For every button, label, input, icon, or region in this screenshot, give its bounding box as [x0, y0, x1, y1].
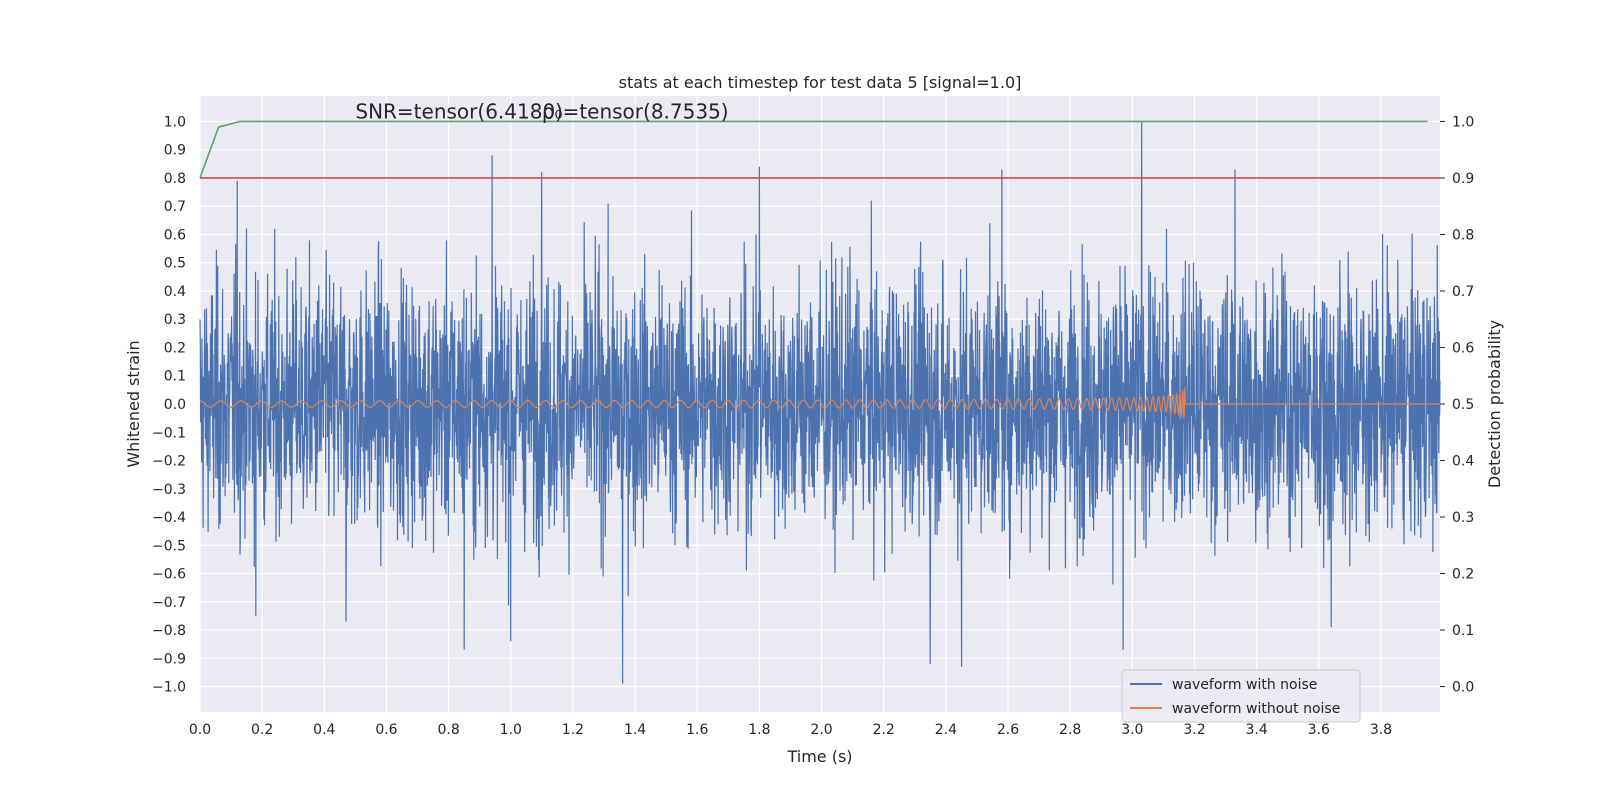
annotations: SNR=tensor(6.4180)ρ₀=tensor(8.7535)	[355, 100, 728, 124]
y-right-tick-label: 0.9	[1452, 171, 1474, 187]
y-right-tick-label: 0.2	[1452, 567, 1474, 583]
probability-series	[199, 120, 1440, 179]
y-tick-label: −0.7	[152, 595, 186, 611]
y-tick-label: 0.2	[164, 340, 186, 356]
y-tick-label: −0.2	[152, 454, 186, 470]
y-right-tick-label: 0.0	[1452, 680, 1474, 696]
y-right-tick-label: 0.8	[1452, 227, 1474, 243]
x-tick-label: 2.6	[997, 722, 1019, 738]
y-right-tick-label: 1.0	[1452, 114, 1474, 130]
grid	[199, 96, 1440, 712]
y-tick-label: 0.4	[164, 284, 186, 300]
x-tick-label: 0.0	[189, 722, 211, 738]
x-tick-label: 1.4	[624, 722, 646, 738]
y-tick-label: −0.9	[152, 651, 186, 667]
chart-title: stats at each timestep for test data 5 […	[619, 73, 1022, 92]
y-right-tick-label: 0.1	[1452, 623, 1474, 639]
y-tick-label: 0.1	[164, 369, 186, 385]
x-tick-label: 0.6	[375, 722, 397, 738]
y-tick-label: −0.5	[152, 538, 186, 554]
x-tick-label: 1.2	[562, 722, 584, 738]
x-tick-label: 0.4	[313, 722, 335, 738]
x-tick-label: 1.8	[748, 722, 770, 738]
x-tick-label: 2.2	[873, 722, 895, 738]
x-tick-label: 2.0	[810, 722, 832, 738]
y-axis-right-label: Detection probability	[1485, 320, 1504, 488]
y-tick-label: 0.7	[164, 199, 186, 215]
noise-series	[199, 121, 1441, 684]
legend-label-noise: waveform with noise	[1172, 677, 1317, 693]
y-right-tick-label: 0.5	[1452, 397, 1474, 413]
y-right-tick-label: 0.6	[1452, 340, 1474, 356]
y-tick-label: 0.3	[164, 312, 186, 328]
y-right-tick-label: 0.7	[1452, 284, 1474, 300]
y-tick-label: −0.3	[152, 482, 186, 498]
y-right-tick-label: 0.4	[1452, 454, 1474, 470]
y-tick-label: 0.5	[164, 256, 186, 272]
y-right-tick-label: 0.3	[1452, 510, 1474, 526]
x-tick-label: 3.8	[1370, 722, 1392, 738]
detection-probability-line	[199, 120, 1428, 179]
x-tick-label: 2.4	[935, 722, 957, 738]
legend-box	[1121, 669, 1361, 723]
y-tick-label: 0.0	[164, 397, 186, 413]
x-tick-label: 2.8	[1059, 722, 1081, 738]
y-tick-label: 0.9	[164, 143, 186, 159]
waveform-without-noise-line	[200, 387, 1440, 419]
legend-label-clean: waveform without noise	[1172, 701, 1340, 717]
y-axis-label: Whitened strain	[124, 340, 143, 467]
x-tick-label: 3.0	[1121, 722, 1143, 738]
x-tick-label: 1.6	[686, 722, 708, 738]
y-tick-label: −0.8	[152, 623, 186, 639]
x-tick-label: 0.8	[437, 722, 459, 738]
y-tick-label: −1.0	[152, 680, 186, 696]
y-tick-label: 0.8	[164, 171, 186, 187]
chirp-series	[200, 387, 1440, 419]
y-tick-label: −0.4	[152, 510, 186, 526]
x-tick-label: 3.2	[1183, 722, 1205, 738]
x-tick-label: 0.2	[251, 722, 273, 738]
y-tick-label: 1.0	[164, 114, 186, 130]
y-tick-label: −0.1	[152, 425, 186, 441]
annotation-snr: SNR=tensor(6.4180)	[355, 100, 563, 124]
waveform-with-noise-line	[199, 121, 1441, 684]
x-tick-label: 3.6	[1308, 722, 1330, 738]
annotation-rho0: ρ₀=tensor(8.7535)	[542, 100, 729, 124]
tick-labels: 0.0 0.2 0.4 0.6 0.8 1.0 1.2 1.4 1.6 1.8 2.0 2.2 2.4 2…	[152, 114, 1474, 738]
y-tick-label: −0.6	[152, 567, 186, 583]
x-tick-label: 3.4	[1246, 722, 1268, 738]
y-tick-label: 0.6	[164, 227, 186, 243]
x-tick-label: 1.0	[500, 722, 522, 738]
x-axis-label: Time (s)	[786, 747, 852, 766]
legend: waveform with noise waveform without noi…	[1121, 669, 1361, 723]
